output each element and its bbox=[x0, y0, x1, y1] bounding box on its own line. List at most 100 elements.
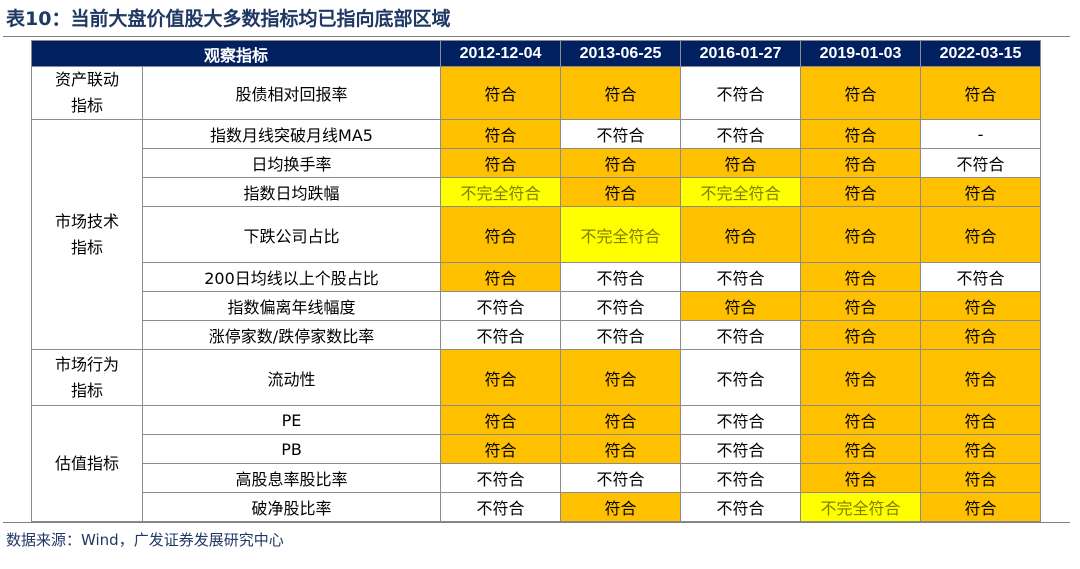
indicator-name: 破净股比率 bbox=[141, 492, 442, 522]
table-row: 高股息率股比率 不符合 不符合 不符合 符合 符合 bbox=[32, 463, 1042, 493]
table-row: 指数日均跌幅 不完全符合 符合 不完全符合 符合 符合 bbox=[32, 177, 1042, 207]
status-cell: 不符合 bbox=[440, 320, 562, 350]
status-cell: 符合 bbox=[680, 291, 802, 321]
header-row: 观察指标 2012-12-04 2013-06-25 2016-01-27 20… bbox=[30, 40, 1042, 67]
indicator-name: 指数月线突破月线MA5 bbox=[141, 119, 442, 149]
status-cell: 符合 bbox=[440, 405, 562, 435]
status-cell: 符合 bbox=[800, 320, 922, 350]
status-cell: 不符合 bbox=[560, 262, 682, 292]
status-cell: 符合 bbox=[560, 66, 682, 120]
status-cell: - bbox=[920, 119, 1042, 149]
status-cell: 不符合 bbox=[560, 291, 682, 321]
table-row: 资产联动 指标 股债相对回报率 符合 符合 不符合 符合 符合 bbox=[31, 66, 1042, 120]
status-cell: 符合 bbox=[440, 206, 562, 263]
indicator-name: PB bbox=[141, 434, 442, 464]
status-cell: 符合 bbox=[920, 291, 1042, 321]
status-cell: 符合 bbox=[800, 349, 922, 406]
status-cell: 符合 bbox=[440, 434, 562, 464]
table-row: PB 符合 符合 不符合 符合 符合 bbox=[32, 434, 1042, 464]
category-label: 市场技术 bbox=[54, 211, 119, 231]
status-cell: 符合 bbox=[920, 405, 1042, 435]
category-cell: 资产联动 指标 bbox=[31, 66, 143, 120]
status-cell: 符合 bbox=[920, 434, 1042, 464]
status-cell: 符合 bbox=[560, 177, 682, 207]
status-cell: 不完全符合 bbox=[800, 492, 922, 522]
status-cell: 不符合 bbox=[680, 463, 802, 493]
header-date: 2022-03-15 bbox=[920, 40, 1042, 67]
status-cell: 符合 bbox=[800, 405, 922, 435]
status-cell: 符合 bbox=[920, 66, 1042, 120]
indicator-name: 高股息率股比率 bbox=[141, 463, 442, 493]
category-label: 指标 bbox=[70, 237, 103, 257]
status-cell: 符合 bbox=[440, 349, 562, 406]
status-cell: 符合 bbox=[560, 349, 682, 406]
status-cell: 符合 bbox=[800, 291, 922, 321]
status-cell: 符合 bbox=[800, 206, 922, 263]
status-cell: 符合 bbox=[440, 262, 562, 292]
table-row: 指数偏离年线幅度 不符合 不符合 符合 符合 符合 bbox=[32, 291, 1042, 321]
status-cell: 不完全符合 bbox=[560, 206, 682, 263]
status-cell: 不完全符合 bbox=[440, 177, 562, 207]
status-cell: 符合 bbox=[800, 434, 922, 464]
indicator-name: 指数偏离年线幅度 bbox=[141, 291, 442, 321]
indicator-name: PE bbox=[141, 405, 442, 435]
status-cell: 不符合 bbox=[440, 463, 562, 493]
table-row: 估值指标 PE 符合 符合 不符合 符合 符合 bbox=[31, 405, 1042, 522]
indicator-name: 指数日均跌幅 bbox=[141, 177, 442, 207]
header-date: 2016-01-27 bbox=[680, 40, 802, 67]
status-cell: 符合 bbox=[440, 66, 562, 120]
status-cell: 符合 bbox=[920, 206, 1042, 263]
status-cell: 符合 bbox=[920, 177, 1042, 207]
table-row: 市场技术 指标 指数月线突破月线MA5 符合 不符合 不符合 符合 - bbox=[31, 119, 1042, 350]
indicator-name: 日均换手率 bbox=[141, 148, 442, 178]
status-cell: 符合 bbox=[680, 148, 802, 178]
status-cell: 符合 bbox=[800, 66, 922, 120]
category-label: 指标 bbox=[70, 96, 103, 115]
status-cell: 不符合 bbox=[440, 492, 562, 522]
status-cell: 符合 bbox=[680, 206, 802, 263]
table-row: 涨停家数/跌停家数比率 不符合 不符合 不符合 符合 符合 bbox=[32, 320, 1042, 350]
status-cell: 不符合 bbox=[680, 434, 802, 464]
status-cell: 符合 bbox=[440, 119, 562, 149]
table-row: 200日均线以上个股占比 符合 不符合 不符合 符合 不符合 bbox=[32, 262, 1042, 292]
status-cell: 不符合 bbox=[680, 405, 802, 435]
status-cell: 不符合 bbox=[920, 262, 1042, 292]
indicator-name: 流动性 bbox=[141, 349, 442, 406]
status-cell: 不符合 bbox=[680, 320, 802, 350]
status-cell: 符合 bbox=[800, 148, 922, 178]
category-label: 市场行为 bbox=[54, 354, 119, 374]
status-cell: 符合 bbox=[920, 492, 1042, 522]
category-cell: 估值指标 bbox=[31, 405, 143, 522]
status-cell: 不符合 bbox=[680, 66, 802, 120]
status-cell: 符合 bbox=[440, 148, 562, 178]
status-cell: 符合 bbox=[560, 148, 682, 178]
indicator-name: 涨停家数/跌停家数比率 bbox=[141, 320, 442, 350]
table-row: 下跌公司占比 符合 不完全符合 符合 符合 符合 bbox=[32, 206, 1042, 263]
table-row: 日均换手率 符合 符合 符合 符合 不符合 bbox=[32, 148, 1042, 178]
category-cell: 市场行为 指标 bbox=[31, 349, 143, 406]
category-cell: 市场技术 指标 bbox=[31, 119, 143, 350]
source-note: 数据来源：Wind，广发证券发展研究中心 bbox=[6, 531, 284, 549]
category-label: 资产联动 bbox=[54, 70, 119, 89]
status-cell: 不符合 bbox=[560, 320, 682, 350]
status-cell: 符合 bbox=[920, 463, 1042, 493]
status-cell: 不符合 bbox=[920, 148, 1042, 178]
table-title: 表10：当前大盘价值股大多数指标均已指向底部区域 bbox=[6, 8, 451, 30]
status-cell: 符合 bbox=[800, 463, 922, 493]
status-cell: 不符合 bbox=[680, 119, 802, 149]
table-row: 破净股比率 不符合 符合 不符合 不完全符合 符合 bbox=[32, 492, 1042, 522]
header-date: 2019-01-03 bbox=[800, 40, 922, 67]
status-cell: 符合 bbox=[560, 492, 682, 522]
status-cell: 不符合 bbox=[440, 291, 562, 321]
header-date: 2012-12-04 bbox=[440, 40, 562, 67]
status-cell: 不符合 bbox=[680, 262, 802, 292]
status-cell: 符合 bbox=[800, 177, 922, 207]
indicator-name: 200日均线以上个股占比 bbox=[141, 262, 442, 292]
title-divider bbox=[3, 36, 1070, 37]
header-date: 2013-06-25 bbox=[560, 40, 682, 67]
status-cell: 不符合 bbox=[680, 349, 802, 406]
status-cell: 符合 bbox=[920, 349, 1042, 406]
indicator-name: 下跌公司占比 bbox=[141, 206, 442, 263]
indicator-name: 股债相对回报率 bbox=[141, 66, 442, 120]
status-cell: 符合 bbox=[560, 434, 682, 464]
